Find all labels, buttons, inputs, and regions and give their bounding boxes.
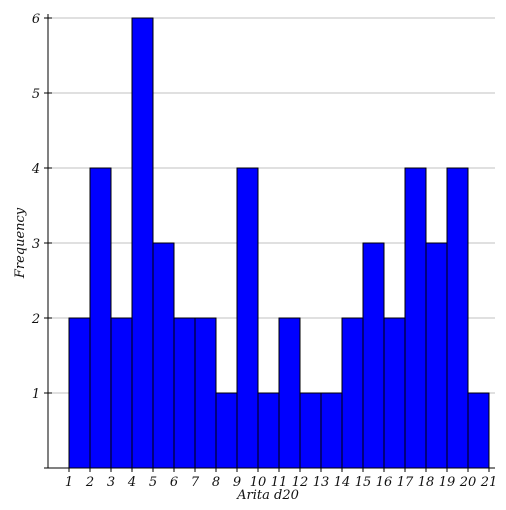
x-tick-label-14: 14 bbox=[334, 475, 351, 490]
x-tick-label-8: 8 bbox=[212, 475, 220, 490]
x-tick-labels: 1 2 3 4 5 6 7 8 9 10 11 12 13 14 15 16 17 18 19 20 21 bbox=[65, 475, 497, 490]
x-tick-label-17: 17 bbox=[397, 475, 414, 490]
histogram-bar-8 bbox=[215, 392, 238, 469]
histogram-bar-6 bbox=[173, 317, 196, 469]
histogram-bar-4 bbox=[131, 17, 154, 469]
histogram-bar-15 bbox=[362, 242, 385, 469]
x-axis-title: Arita d20 bbox=[236, 488, 299, 503]
x-tick-label-11: 11 bbox=[271, 475, 288, 490]
x-tick-label-13: 13 bbox=[313, 475, 330, 490]
x-tick-label-21: 21 bbox=[480, 475, 498, 490]
histogram-bar-10 bbox=[257, 392, 280, 469]
y-tick-label-6: 6 bbox=[32, 12, 40, 27]
histogram-bar-5 bbox=[152, 242, 175, 469]
histogram-bar-19 bbox=[446, 167, 469, 469]
histogram-bar-1 bbox=[68, 317, 91, 469]
y-tick-label-5: 5 bbox=[32, 87, 40, 102]
y-axis-title: Frequency bbox=[13, 207, 28, 279]
x-tick-label-20: 20 bbox=[459, 475, 477, 490]
y-tick-labels: 1 2 3 4 5 6 bbox=[31, 12, 40, 402]
x-tick-label-19: 19 bbox=[439, 475, 456, 490]
histogram-bar-11 bbox=[278, 317, 301, 469]
x-tick-label-2: 2 bbox=[85, 475, 94, 490]
histogram-bar-3 bbox=[110, 317, 133, 469]
x-tick-label-7: 7 bbox=[191, 475, 200, 490]
histogram-bar-13 bbox=[320, 392, 343, 469]
x-tick-label-4: 4 bbox=[127, 475, 136, 490]
x-tick-label-10: 10 bbox=[250, 475, 267, 490]
histogram-bar-9 bbox=[236, 167, 259, 469]
histogram-bar-18 bbox=[425, 242, 448, 469]
y-tick-label-3: 3 bbox=[32, 237, 40, 252]
x-tick-label-9: 9 bbox=[233, 475, 241, 490]
x-tick-label-3: 3 bbox=[107, 475, 115, 490]
histogram-bar-14 bbox=[341, 317, 364, 469]
x-tick-label-12: 12 bbox=[292, 475, 309, 490]
axes bbox=[44, 14, 495, 472]
y-tick-label-1: 1 bbox=[32, 387, 40, 402]
x-tick-label-16: 16 bbox=[376, 475, 393, 490]
histogram-bar-2 bbox=[89, 167, 112, 469]
histogram-bar-16 bbox=[383, 317, 406, 469]
histogram-bars bbox=[68, 17, 490, 469]
x-tick-label-18: 18 bbox=[418, 475, 435, 490]
x-tick-label-5: 5 bbox=[149, 475, 157, 490]
x-tick-label-15: 15 bbox=[355, 475, 372, 490]
histogram-bar-7 bbox=[194, 317, 217, 469]
histogram-bar-20 bbox=[467, 392, 490, 469]
y-tick-label-2: 2 bbox=[31, 312, 40, 327]
y-tick-label-4: 4 bbox=[31, 162, 40, 177]
histogram-bar-12 bbox=[299, 392, 322, 469]
histogram-bar-17 bbox=[404, 167, 427, 469]
x-tick-label-6: 6 bbox=[170, 475, 178, 490]
x-tick-label-1: 1 bbox=[65, 475, 73, 490]
